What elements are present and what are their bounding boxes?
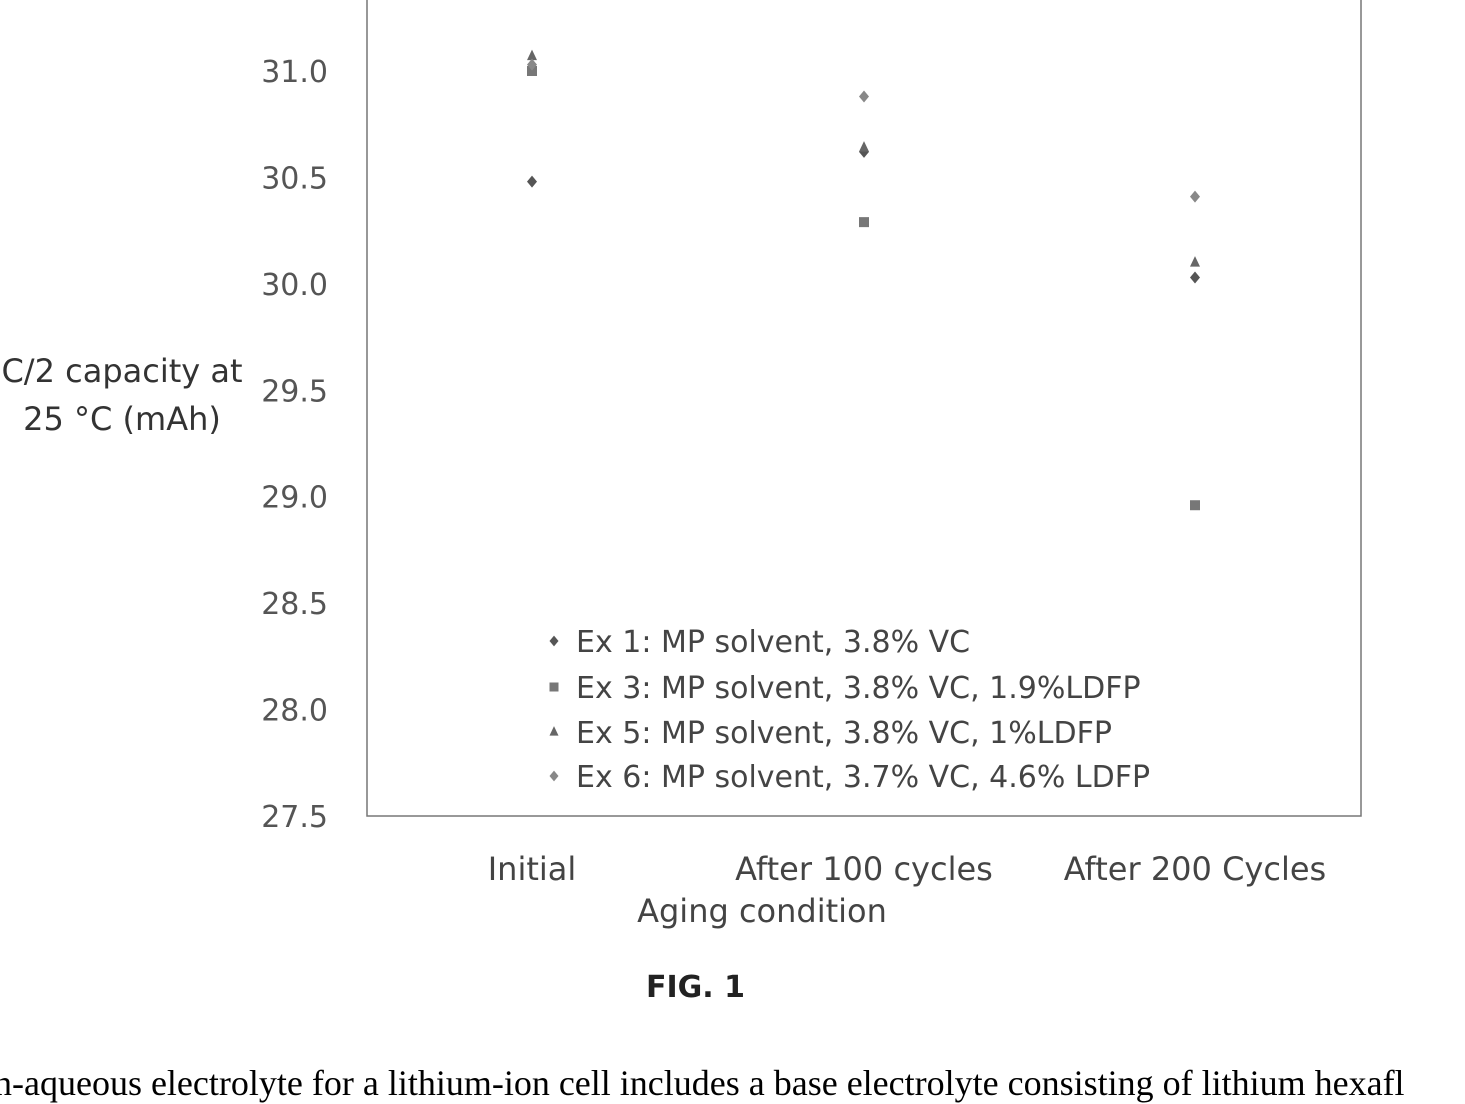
data-point — [1190, 190, 1200, 203]
y-axis-label: C/2 capacity at — [1, 352, 242, 390]
y-tick-label: 29.5 — [261, 374, 328, 409]
legend-marker — [549, 726, 559, 736]
chart: 31.0 30.5 30.0 29.5 29.0 28.5 28.0 27.5 C/2 capa… — [1, 0, 1362, 930]
data-point — [1190, 500, 1200, 511]
x-tick-label: After 100 cycles — [735, 850, 993, 888]
data-point — [527, 175, 537, 188]
data-point — [859, 90, 869, 103]
figure-label: FIG. 1 — [646, 970, 745, 1005]
caption-text: n-aqueous electrolyte for a lithium-ion … — [0, 1063, 1405, 1103]
legend-entry: Ex 5: MP solvent, 3.8% VC, 1%LDFP — [576, 716, 1112, 751]
data-point — [527, 58, 537, 71]
x-tick-label: After 200 Cycles — [1064, 850, 1326, 888]
legend-marker — [549, 635, 559, 647]
data-point — [1190, 256, 1200, 267]
data-point — [527, 49, 537, 61]
y-tick-label: 30.5 — [261, 161, 328, 196]
data-point — [1190, 271, 1200, 284]
y-axis-label: 25 °C (mAh) — [23, 400, 221, 438]
plot-area — [366, 0, 1362, 817]
y-tick-label: 31.0 — [261, 55, 328, 90]
legend-entry: Ex 3: MP solvent, 3.8% VC, 1.9%LDFP — [576, 671, 1141, 706]
data-point — [527, 66, 537, 76]
data-point — [859, 217, 869, 228]
y-tick-label: 29.0 — [261, 481, 328, 516]
x-tick-label: Initial — [488, 850, 577, 888]
legend-entry: Ex 6: MP solvent, 3.7% VC, 4.6% LDFP — [576, 760, 1150, 795]
x-axis-label: Aging condition — [637, 892, 887, 930]
data-point — [859, 141, 869, 152]
legend-marker — [549, 770, 559, 782]
y-tick-label: 28.5 — [261, 587, 328, 622]
legend-marker — [549, 682, 559, 692]
legend-entry: Ex 1: MP solvent, 3.8% VC — [576, 625, 970, 660]
y-tick-label: 27.5 — [261, 800, 328, 835]
y-tick-label: 30.0 — [261, 268, 328, 303]
y-tick-label: 28.0 — [261, 694, 328, 729]
